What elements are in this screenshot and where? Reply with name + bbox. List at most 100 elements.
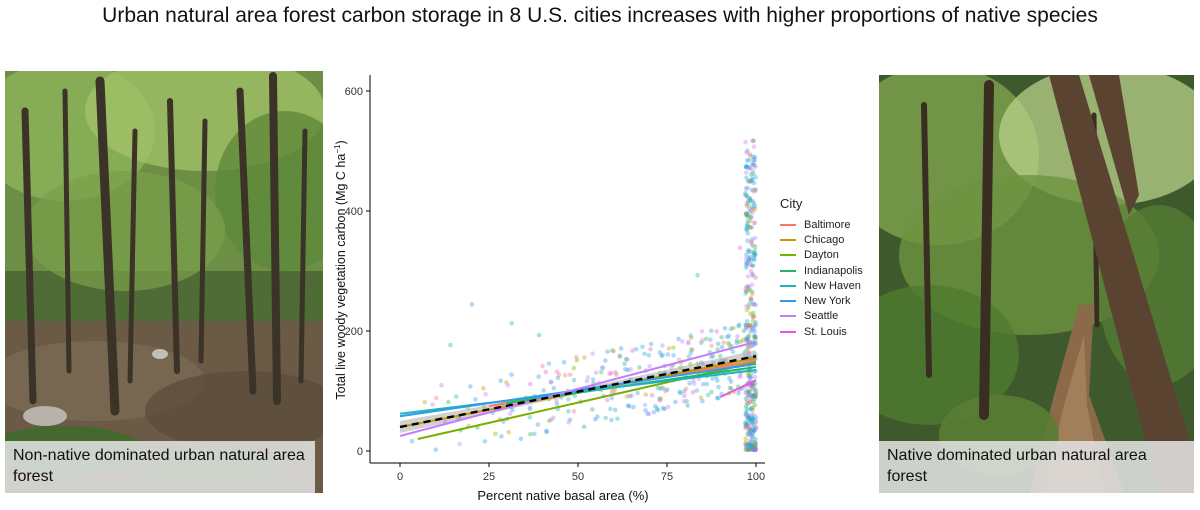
scatter-point <box>750 393 756 399</box>
scatter-point <box>752 157 758 163</box>
scatter-point <box>751 323 757 328</box>
scatter-point <box>540 363 545 369</box>
scatter-point <box>744 307 750 313</box>
scatter-point <box>745 249 751 255</box>
scatter-point <box>688 361 693 367</box>
scatter-point <box>535 422 541 427</box>
scatter-point <box>748 405 754 411</box>
legend-item: Dayton <box>780 248 863 263</box>
scatter-point <box>744 227 750 232</box>
scatter-point <box>748 383 753 389</box>
scatter-point <box>666 346 672 351</box>
scatter-point <box>747 440 753 445</box>
scatter-point <box>753 427 758 433</box>
scatter-point <box>753 337 758 342</box>
scatter-point <box>753 381 758 386</box>
scatter-point <box>744 422 749 428</box>
scatter-point <box>571 409 577 414</box>
scatter-point <box>676 336 681 342</box>
scatter-point <box>753 420 758 425</box>
scatter-point <box>728 326 734 332</box>
scatter-point <box>749 176 755 181</box>
scatter-point <box>642 351 647 357</box>
scatter-point <box>749 417 755 423</box>
scatter-point <box>744 336 750 342</box>
scatter-point <box>744 425 749 430</box>
scatter-point <box>746 441 752 447</box>
scatter-point <box>738 339 743 345</box>
x-axis-label: Percent native basal area (%) <box>477 488 648 503</box>
scatter-point <box>753 447 759 453</box>
scatter-point <box>744 261 750 266</box>
scatter-point <box>741 328 747 334</box>
legend-item: Seattle <box>780 309 863 324</box>
scatter-point <box>722 325 728 331</box>
scatter-point <box>744 443 750 449</box>
scatter-point <box>714 378 720 383</box>
scatter-point <box>749 298 754 304</box>
scatter-point <box>746 323 751 329</box>
scatter-point <box>753 275 758 280</box>
scatter-point <box>746 392 752 397</box>
scatter-point <box>749 444 755 449</box>
scatter-point <box>682 393 687 399</box>
scatter-point <box>748 249 753 255</box>
scatter-point <box>743 404 749 409</box>
scatter-point <box>743 190 748 196</box>
scatter-point <box>600 365 606 371</box>
scatter-point <box>746 285 752 291</box>
scatter-point <box>753 164 758 169</box>
x-tick-label: 50 <box>572 471 584 483</box>
scatter-point <box>747 442 752 447</box>
scatter-point <box>630 348 635 353</box>
scatter-point <box>510 407 515 413</box>
scatter-point <box>746 426 752 431</box>
scatter-point <box>744 227 749 232</box>
scatter-point <box>640 344 645 350</box>
scatter-point <box>628 367 634 372</box>
scatter-point <box>750 325 755 331</box>
scatter-point <box>612 407 618 413</box>
scatter-point <box>613 369 618 375</box>
scatter-point <box>744 193 750 199</box>
scatter-point <box>690 347 695 353</box>
scatter-point <box>751 160 756 166</box>
scatter-point <box>744 252 749 258</box>
scatter-point <box>708 354 714 360</box>
scatter-point <box>751 445 756 451</box>
legend-item: St. Louis <box>780 324 863 339</box>
scatter-point <box>747 210 752 215</box>
scatter-point <box>750 405 756 410</box>
scatter-point <box>749 162 755 168</box>
scatter-point <box>543 369 549 375</box>
scatter-point <box>749 225 754 230</box>
scatter-point <box>749 291 755 297</box>
scatter-point <box>746 424 752 430</box>
scatter-point <box>744 158 750 163</box>
scatter-point <box>744 443 749 449</box>
scatter-point <box>749 239 754 245</box>
scatter-point <box>646 352 652 358</box>
scatter-point <box>748 399 753 405</box>
scatter-point <box>743 322 749 328</box>
scatter-point <box>746 414 752 420</box>
scatter-point <box>642 402 648 408</box>
scatter-point <box>748 215 754 220</box>
scatter-point <box>571 365 577 371</box>
scatter-point <box>709 343 714 349</box>
scatter-point <box>660 343 665 348</box>
legend-item: New York <box>780 293 863 308</box>
scatter-point <box>747 427 753 433</box>
scatter-point <box>698 395 704 400</box>
scatter-point <box>627 393 633 399</box>
scatter-point <box>744 406 750 412</box>
legend-label: St. Louis <box>804 325 847 338</box>
scatter-point <box>750 327 756 332</box>
scatter-point <box>536 332 542 338</box>
fit-line-seattle <box>399 340 757 437</box>
y-tick-label: 200 <box>345 326 363 338</box>
scatter-point <box>747 261 753 267</box>
scatter-point <box>753 436 758 442</box>
scatter-point <box>751 301 757 307</box>
scatter-point <box>736 390 741 396</box>
